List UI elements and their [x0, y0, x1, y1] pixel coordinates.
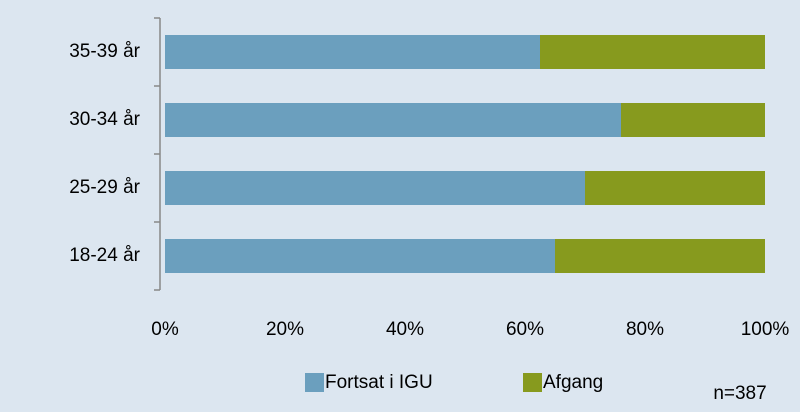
- bar-segment: [165, 239, 555, 273]
- legend-swatch: [305, 373, 324, 392]
- legend-swatch: [523, 373, 542, 392]
- y-tick-label: 30-34 år: [69, 109, 140, 130]
- bar-segment: [165, 103, 621, 137]
- bar-segment: [585, 171, 765, 205]
- bar-segment: [165, 171, 585, 205]
- y-tick-label: 35-39 år: [69, 41, 140, 62]
- bar-segment: [555, 239, 765, 273]
- y-tick-label: 18-24 år: [69, 245, 140, 266]
- x-tick-label: 80%: [626, 319, 664, 340]
- bar-segment: [540, 35, 765, 69]
- y-tick-label: 25-29 år: [69, 177, 140, 198]
- bar-segment: [621, 103, 765, 137]
- x-tick-label: 0%: [151, 319, 179, 340]
- x-tick-label: 100%: [741, 319, 790, 340]
- legend-label: Fortsat i IGU: [325, 372, 433, 393]
- x-tick-label: 40%: [386, 319, 424, 340]
- bar-segment: [165, 35, 540, 69]
- legend-label: Afgang: [543, 372, 603, 393]
- annotation: n=387: [713, 383, 766, 404]
- x-tick-label: 20%: [266, 319, 304, 340]
- x-tick-label: 60%: [506, 319, 544, 340]
